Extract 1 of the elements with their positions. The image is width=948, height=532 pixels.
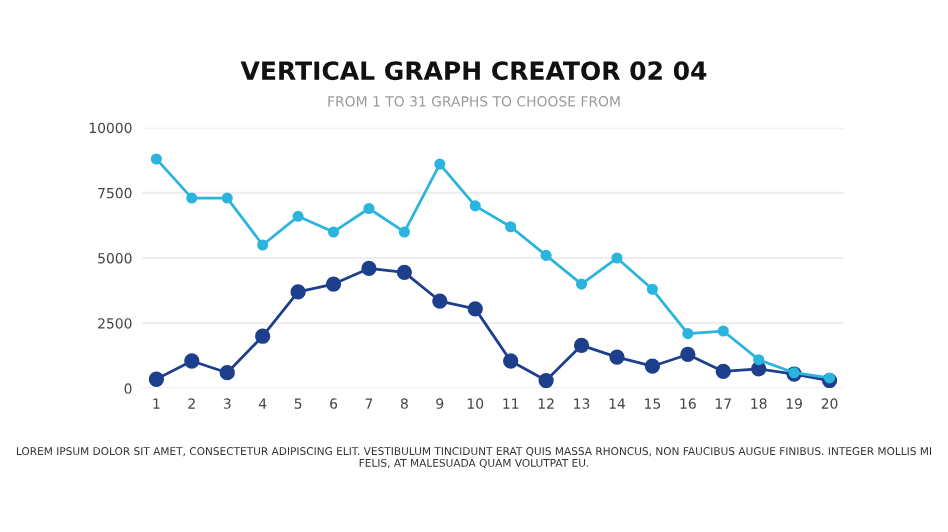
- chart-title: VERTICAL GRAPH CREATOR 02 04: [240, 61, 707, 81]
